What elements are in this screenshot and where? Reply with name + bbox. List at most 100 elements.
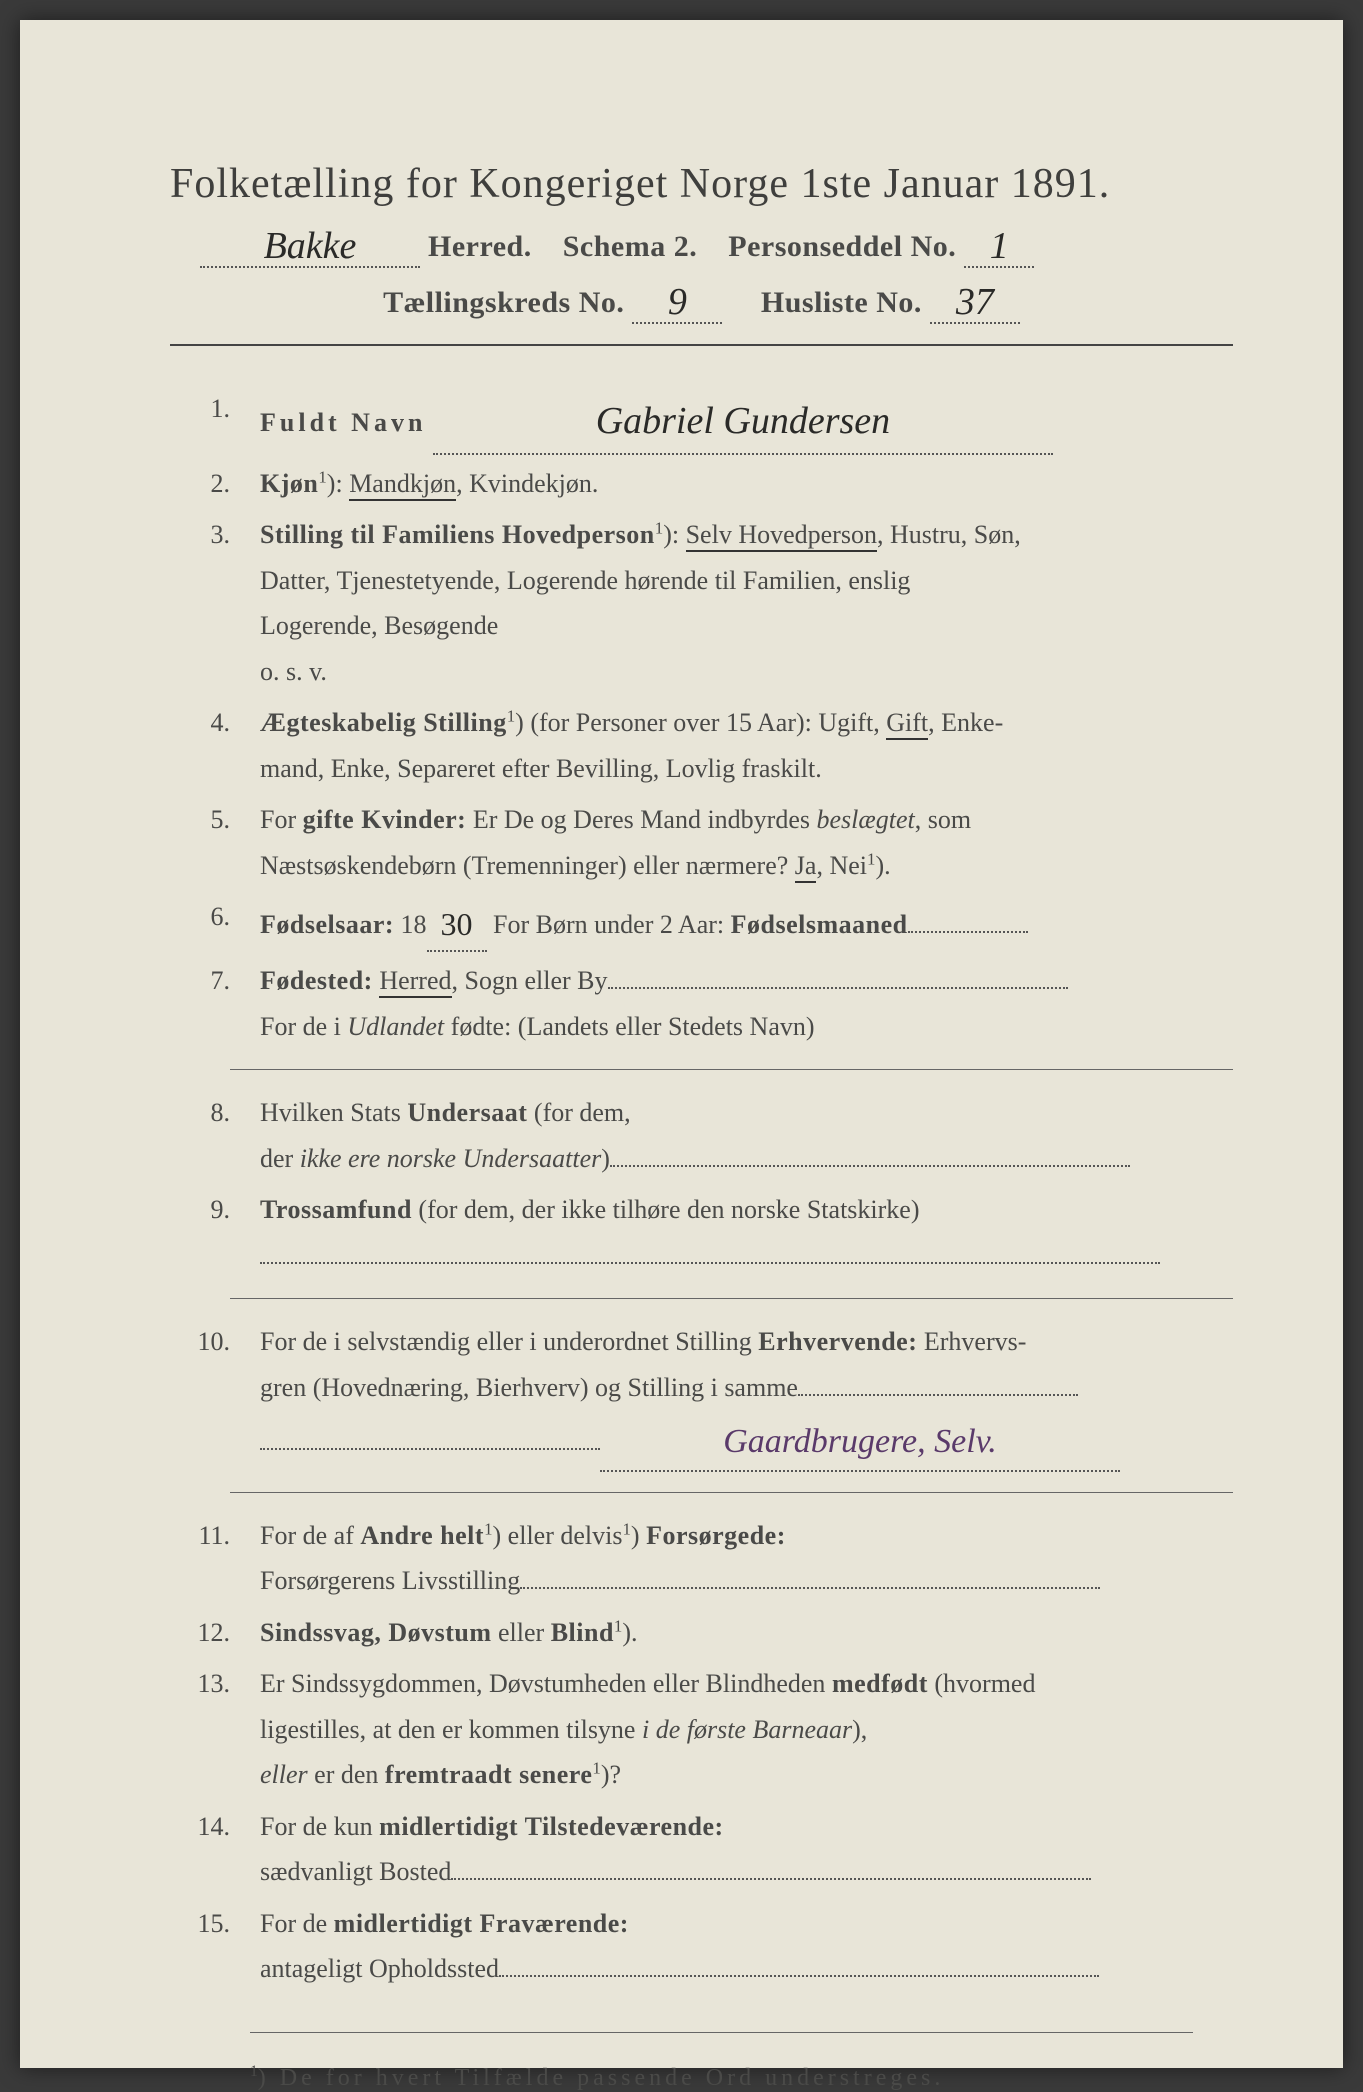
body-9: Trossamfund (for dem, der ikke tilhøre d… (260, 1187, 1233, 1278)
header-line-2: Bakke Herred. Schema 2. Personseddel No.… (170, 222, 1233, 268)
body-11: For de af Andre helt1) eller delvis1) Fo… (260, 1513, 1233, 1604)
personseddel-label: Personseddel No. (728, 230, 956, 264)
occupation-field-a (798, 1370, 1078, 1396)
husliste-label: Husliste No. (761, 286, 922, 320)
body-14: For de kun midlertidigt Tilstedeværende:… (260, 1804, 1233, 1895)
personseddel-value: 1 (990, 225, 1009, 267)
q10-value: Gaardbrugere, Selv. (723, 1423, 997, 1460)
body-15: For de midlertidigt Fraværende: antageli… (260, 1901, 1233, 1992)
herred-label: Herred. (428, 230, 532, 264)
divider-mid-2 (230, 1298, 1233, 1299)
num-11: 11. (190, 1513, 230, 1559)
item-8: 8. Hvilken Stats Undersaat (for dem, der… (190, 1090, 1233, 1181)
q8-label: Undersaat (407, 1098, 527, 1127)
header-block: Folketælling for Kongeriget Norge 1ste J… (170, 160, 1233, 324)
q5-selected: Ja (795, 851, 817, 883)
item-9: 9. Trossamfund (for dem, der ikke tilhør… (190, 1187, 1233, 1278)
num-15: 15. (190, 1901, 230, 1947)
num-12: 12. (190, 1610, 230, 1656)
religion-field (260, 1238, 1160, 1264)
item-3: 3. Stilling til Familiens Hovedperson1):… (190, 512, 1233, 694)
husliste-field: 37 (930, 278, 1020, 324)
body-6: Fødselsaar: 1830 For Børn under 2 Aar: F… (260, 894, 1233, 952)
q10-label: Erhvervende: (758, 1327, 917, 1356)
kreds-value: 9 (668, 281, 687, 323)
body-1: Fuldt Navn Gabriel Gundersen (260, 386, 1233, 455)
q11-label: Andre helt (360, 1521, 484, 1550)
birthmonth-field (908, 907, 1028, 933)
divider-bottom (250, 2032, 1193, 2033)
q15-label: midlertidigt Fraværende: (334, 1909, 629, 1938)
item-5: 5. For gifte Kvinder: Er De og Deres Man… (190, 797, 1233, 888)
num-4: 4. (190, 700, 230, 746)
item-1: 1. Fuldt Navn Gabriel Gundersen (190, 386, 1233, 455)
whereabouts-field (499, 1951, 1099, 1977)
body-3: Stilling til Familiens Hovedperson1): Se… (260, 512, 1233, 694)
residence-field (451, 1854, 1091, 1880)
item-15: 15. For de midlertidigt Fraværende: anta… (190, 1901, 1233, 1992)
footnote-text: ) De for hvert Tilfælde passende Ord und… (258, 2065, 945, 2091)
divider-top (170, 344, 1233, 346)
item-12: 12. Sindssvag, Døvstum eller Blind1). (190, 1610, 1233, 1656)
body-10: For de i selvstændig eller i underordnet… (260, 1319, 1233, 1472)
num-5: 5. (190, 797, 230, 843)
q14-label: midlertidigt Tilstedeværende: (379, 1812, 724, 1841)
q7-selected: Herred (379, 966, 451, 998)
q1-label: Fuldt Navn (260, 408, 426, 437)
num-14: 14. (190, 1804, 230, 1850)
census-form-page: Folketælling for Kongeriget Norge 1ste J… (20, 20, 1343, 2068)
q9-label: Trossamfund (260, 1195, 412, 1224)
body-8: Hvilken Stats Undersaat (for dem, der ik… (260, 1090, 1233, 1181)
herred-value: Bakke (264, 225, 357, 267)
q2-opt2: Kvindekjøn. (469, 469, 598, 498)
item-7: 7. Fødested: Herred, Sogn eller By For d… (190, 958, 1233, 1049)
item-2: 2. Kjøn1): Mandkjøn, Kvindekjøn. (190, 461, 1233, 507)
birthplace-field (608, 963, 1068, 989)
body-7: Fødested: Herred, Sogn eller By For de i… (260, 958, 1233, 1049)
item-4: 4. Ægteskabelig Stilling1) (for Personer… (190, 700, 1233, 791)
questions-list: 1. Fuldt Navn Gabriel Gundersen 2. Kjøn1… (170, 386, 1233, 1992)
num-1: 1. (190, 386, 230, 432)
citizenship-field (610, 1141, 1130, 1167)
name-field: Gabriel Gundersen (433, 386, 1053, 455)
q6-value: 30 (441, 906, 473, 942)
q7-label: Fødested: (260, 966, 373, 995)
q4-label: Ægteskabelig Stilling (260, 708, 507, 737)
q6-label: Fødselsaar: (260, 910, 394, 939)
q13-label: medfødt (832, 1669, 928, 1698)
item-11: 11. For de af Andre helt1) eller delvis1… (190, 1513, 1233, 1604)
num-10: 10. (190, 1319, 230, 1365)
q12-label: Sindssvag, Døvstum (260, 1618, 492, 1647)
q2-label: Kjøn (260, 469, 318, 498)
item-6: 6. Fødselsaar: 1830 For Børn under 2 Aar… (190, 894, 1233, 952)
item-10: 10. For de i selvstændig eller i underor… (190, 1319, 1233, 1472)
herred-field: Bakke (200, 222, 420, 268)
num-7: 7. (190, 958, 230, 1004)
q3-label: Stilling til Familiens Hovedperson (260, 520, 655, 549)
num-8: 8. (190, 1090, 230, 1136)
body-2: Kjøn1): Mandkjøn, Kvindekjøn. (260, 461, 1233, 507)
num-3: 3. (190, 512, 230, 558)
num-13: 13. (190, 1661, 230, 1707)
personseddel-field: 1 (964, 222, 1034, 268)
divider-mid-3 (230, 1492, 1233, 1493)
header-line-3: Tællingskreds No. 9 Husliste No. 37 (170, 278, 1233, 324)
item-14: 14. For de kun midlertidigt Tilstedevære… (190, 1804, 1233, 1895)
q2-selected: Mandkjøn (349, 469, 456, 501)
body-12: Sindssvag, Døvstum eller Blind1). (260, 1610, 1233, 1656)
num-2: 2. (190, 461, 230, 507)
q5-label: gifte Kvinder: (303, 805, 467, 834)
body-13: Er Sindssygdommen, Døvstumheden eller Bl… (260, 1661, 1233, 1798)
occupation-field-c: Gaardbrugere, Selv. (600, 1410, 1120, 1472)
body-4: Ægteskabelig Stilling1) (for Personer ov… (260, 700, 1233, 791)
divider-mid-1 (230, 1069, 1233, 1070)
num-6: 6. (190, 894, 230, 940)
num-9: 9. (190, 1187, 230, 1233)
kreds-field: 9 (632, 278, 722, 324)
footnote: 1) De for hvert Tilfælde passende Ord un… (170, 2063, 1233, 2092)
schema-label: Schema 2. (563, 230, 698, 264)
title-main: Folketælling for Kongeriget Norge 1ste J… (170, 160, 1233, 208)
q3-selected: Selv Hovedperson (686, 520, 877, 552)
q4-selected: Gift (886, 708, 928, 740)
kreds-label: Tællingskreds No. (383, 286, 624, 320)
